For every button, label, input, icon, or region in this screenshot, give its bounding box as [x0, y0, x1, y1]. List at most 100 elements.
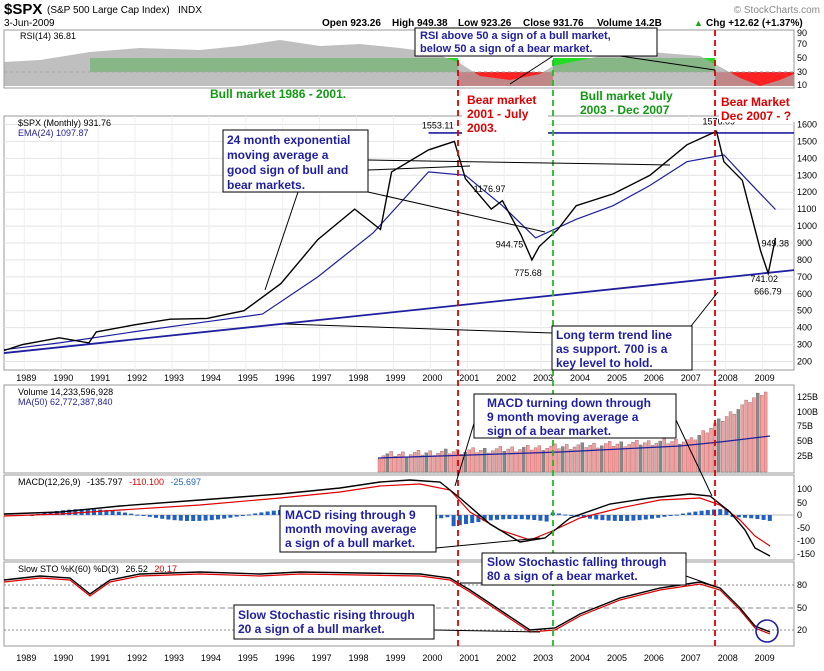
volume-bar	[709, 428, 713, 473]
volume-bar	[420, 454, 425, 473]
volume-bar	[666, 443, 670, 473]
macd-histogram-bar	[234, 515, 239, 517]
volume-bar	[490, 450, 495, 473]
volume-bar	[475, 452, 479, 473]
macd-histogram-bar	[557, 513, 561, 515]
volume-bar	[639, 444, 643, 473]
macd-histogram-bar	[166, 515, 171, 520]
macd-histogram-bar	[247, 514, 251, 516]
sto-legend: Slow STO %K(60) %D(3) 26.52 20.17	[18, 564, 177, 574]
macd-histogram-bar	[439, 515, 444, 519]
volume-bar	[682, 441, 686, 473]
macd-histogram-bar	[594, 515, 599, 520]
volume-bar	[600, 445, 604, 473]
volume-bar	[631, 442, 635, 473]
macd-histogram-bar	[48, 511, 53, 515]
volume-tick: 25B	[797, 451, 813, 461]
volume-bar	[654, 443, 659, 473]
volume-bar	[385, 453, 389, 473]
bear-2007-box	[719, 92, 795, 122]
quote-change: Chg +12.62 (+1.37%)	[706, 18, 803, 29]
trend-note-line-1: Long term trend line	[556, 328, 672, 342]
trend-note-arrow	[284, 323, 553, 334]
year-tick-label: 2006	[644, 373, 664, 383]
year-tick-label: 2008	[718, 373, 738, 383]
volume-tick: 75B	[797, 421, 813, 431]
sto-legend-k: 26.52	[125, 564, 148, 574]
volume-bar	[522, 447, 526, 473]
sto-legend-name: Slow STO %K(60) %D(3)	[18, 564, 119, 574]
volume-panel: Volume 14,233,596,928 MA(50) 62,772,387,…	[3, 384, 818, 474]
year-tick-label: 1989	[16, 373, 36, 383]
volume-bar	[717, 418, 721, 473]
macd-tick: -150	[797, 549, 815, 559]
macd-histogram-bar	[767, 515, 772, 521]
volume-bar	[646, 440, 651, 473]
year-tick-label: 2005	[607, 653, 627, 663]
macd-histogram-bar	[253, 513, 258, 515]
macd-histogram-bar	[588, 515, 592, 519]
macd-down-box	[473, 393, 677, 439]
macd-histogram-bar	[482, 515, 487, 522]
macd-histogram-bar	[724, 509, 729, 515]
macd-histogram-bar	[495, 515, 499, 520]
macd-histogram-bar	[656, 515, 661, 518]
volume-bar	[568, 449, 573, 473]
volume-tick: 50B	[797, 436, 813, 446]
macd-histogram-bar	[619, 515, 623, 521]
year-tick-label: 2009	[755, 653, 775, 663]
macd-histogram-bar	[445, 515, 450, 518]
quote-open: Open 923.26	[322, 18, 381, 29]
year-tick-label: 2008	[718, 653, 738, 663]
rsi-note-box	[414, 27, 658, 57]
macd-histogram-bar	[563, 514, 568, 516]
macd-histogram-bar	[507, 515, 512, 520]
price-tick-label: 1400	[797, 153, 817, 163]
year-tick-label: 1990	[53, 373, 73, 383]
volume-bar	[533, 447, 538, 473]
price-data-label: 741.02	[750, 274, 778, 284]
year-tick-label: 1996	[275, 373, 295, 383]
macd-histogram-bar	[172, 515, 177, 521]
index-name: (S&P 500 Large Cap Index)	[47, 5, 170, 16]
macd-histogram-bar	[705, 510, 710, 515]
sto-highlight-circle	[755, 619, 779, 643]
volume-bar	[483, 447, 487, 473]
volume-bar	[584, 447, 588, 473]
volume-bar	[409, 454, 413, 473]
rsi-tick: 90	[797, 28, 807, 38]
macd-histogram-bar	[265, 511, 270, 515]
volume-bar	[541, 450, 545, 473]
ema-note-arrow	[264, 191, 299, 291]
macd-legend: MACD(12,26,9) -135.797 -110.100 -25.697	[18, 477, 201, 487]
volume-bar	[650, 445, 655, 473]
macd-histogram-bar	[755, 515, 760, 520]
volume-bar	[444, 448, 448, 473]
year-tick-label: 1995	[238, 373, 258, 383]
rsi-tick: 70	[797, 39, 807, 49]
volume-bar	[393, 456, 397, 473]
year-tick-label: 1990	[53, 653, 73, 663]
macd-histogram-bar	[203, 515, 208, 521]
rsi-legend: RSI(14) 36.81	[20, 31, 76, 41]
volume-bar	[693, 439, 698, 473]
volume-bar	[728, 411, 733, 473]
macd-histogram-bar	[662, 515, 667, 517]
volume-bar	[678, 443, 682, 473]
price-data-label: 666.79	[754, 286, 782, 296]
macd-tick: -100	[797, 536, 815, 546]
volume-bar	[627, 444, 631, 473]
macd-legend-value: -135.797	[87, 477, 123, 487]
ema-note-arrow	[367, 191, 546, 233]
volume-bar	[526, 445, 530, 473]
macd-histogram-bar	[488, 515, 493, 521]
ema-note-box	[222, 129, 369, 193]
macd-histogram-bar	[612, 515, 617, 521]
year-tick-label: 1994	[201, 373, 221, 383]
year-tick-label: 2006	[644, 653, 664, 663]
macd-histogram-bar	[625, 515, 630, 521]
ema-note-line-4: bear markets.	[227, 178, 305, 192]
macd-histogram-bar	[451, 515, 456, 527]
macd-histogram-bar	[271, 510, 276, 515]
